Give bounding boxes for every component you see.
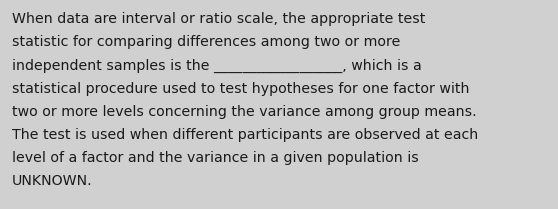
Text: When data are interval or ratio scale, the appropriate test: When data are interval or ratio scale, t… (12, 12, 425, 26)
Text: level of a factor and the variance in a given population is: level of a factor and the variance in a … (12, 151, 418, 165)
Text: The test is used when different participants are observed at each: The test is used when different particip… (12, 128, 478, 142)
Text: statistic for comparing differences among two or more: statistic for comparing differences amon… (12, 35, 401, 49)
Text: statistical procedure used to test hypotheses for one factor with: statistical procedure used to test hypot… (12, 82, 469, 96)
Text: UNKNOWN.: UNKNOWN. (12, 174, 93, 188)
Text: two or more levels concerning the variance among group means.: two or more levels concerning the varian… (12, 105, 477, 119)
Text: independent samples is the __________________, which is a: independent samples is the _____________… (12, 58, 422, 73)
